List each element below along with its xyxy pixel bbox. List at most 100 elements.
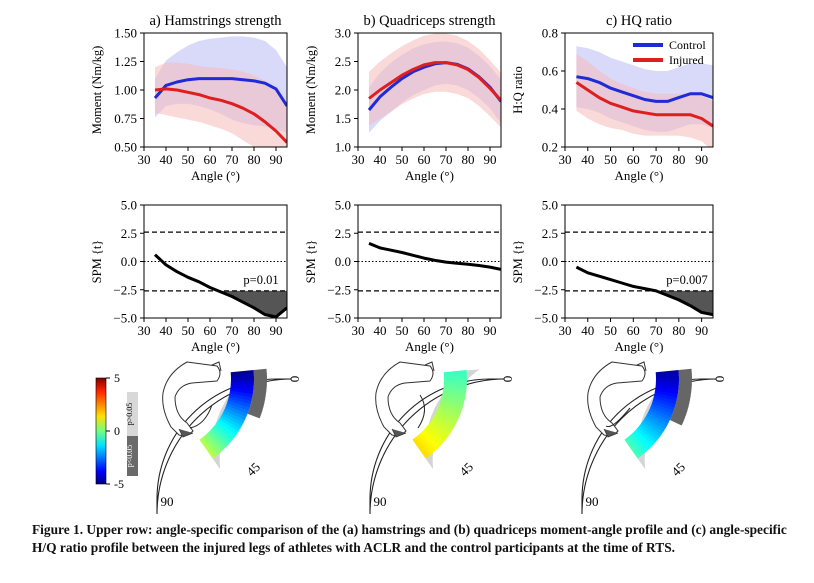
- heat-segment: [634, 429, 654, 448]
- dial-tick-45: 45: [456, 459, 476, 479]
- y-tick-label: 2.0: [335, 83, 351, 98]
- heat-segment: [230, 376, 254, 381]
- x-tick-label: 50: [604, 323, 617, 338]
- heat-segment: [647, 409, 671, 423]
- heat-segment: [414, 436, 432, 457]
- plot-frame: [564, 204, 714, 319]
- moment-panel-1: 30 40 50 60 70 80 90 0.50 0.75 1.00 1.25 1.50 Angle …: [90, 13, 288, 183]
- plot-area: [358, 231, 501, 292]
- series-line-control: [576, 75, 713, 103]
- spm-t-line: [575, 265, 713, 317]
- heat-segment: [652, 400, 675, 411]
- legend-label-control: Control: [669, 38, 706, 52]
- heat-segment: [201, 436, 219, 457]
- heat-segment: [211, 427, 231, 446]
- heat-segment: [641, 421, 662, 438]
- spm-t-line: [153, 253, 287, 318]
- heat-segment: [443, 370, 467, 376]
- x-tick-label: 80: [672, 323, 685, 338]
- heat-segment: [649, 407, 672, 420]
- heat-segment: [212, 425, 233, 443]
- plot-frame: [143, 32, 288, 148]
- y-axis-label: Moment (Nm/kg): [90, 46, 104, 135]
- y-tick-label: −5.0: [327, 311, 351, 326]
- x-axis-label: Angle (°): [615, 339, 664, 354]
- dial-tick-45: 45: [243, 459, 263, 479]
- heat-segment: [434, 412, 457, 426]
- y-tick-label: 2.5: [335, 226, 351, 241]
- sd-band-injured: [155, 62, 287, 147]
- x-tick-label: 30: [138, 323, 151, 338]
- heat-segment: [226, 402, 249, 414]
- ankle-pad: [391, 428, 407, 438]
- x-tick-label: 50: [604, 152, 617, 167]
- dial-tick-0: 0: [500, 376, 515, 383]
- x-axis-label: Angle (°): [405, 168, 454, 183]
- heat-segment: [425, 425, 446, 443]
- plot-frame: [564, 32, 714, 148]
- heat-segment: [655, 376, 679, 381]
- panel-title: b) Quadriceps strength: [363, 13, 496, 29]
- heat-segment: [443, 379, 467, 385]
- heat-segment: [628, 434, 646, 455]
- significant-segment: [253, 376, 267, 381]
- x-tick-label: 80: [248, 323, 261, 338]
- heat-segment: [220, 414, 243, 429]
- y-tick-label: 5.0: [335, 198, 351, 213]
- y-tick-label: 0.8: [542, 26, 558, 41]
- heat-segment: [203, 434, 221, 455]
- x-axis-label: Angle (°): [191, 339, 240, 354]
- y-tick-label: 1.00: [114, 83, 137, 98]
- heat-segment: [227, 397, 251, 408]
- heat-segment: [440, 397, 464, 408]
- rotation-arrow: [189, 404, 213, 429]
- plot-frame: [143, 204, 288, 319]
- x-tick-label: 90: [270, 152, 283, 167]
- significant-segment: [674, 403, 689, 412]
- heat-segment: [214, 423, 235, 440]
- significant-segment: [671, 413, 685, 422]
- x-tick-label: 60: [204, 152, 217, 167]
- heat-segment: [422, 429, 442, 448]
- heat-segment: [205, 432, 224, 453]
- x-tick-label: 60: [627, 152, 640, 167]
- x-tick-label: 60: [204, 323, 217, 338]
- x-tick-label: 70: [650, 152, 663, 167]
- x-tick-label: 30: [352, 152, 365, 167]
- panel-title: a) Hamstrings strength: [149, 13, 282, 29]
- y-tick-label: 2.5: [542, 226, 558, 241]
- x-tick-label: 40: [581, 323, 594, 338]
- spm-panel-3: 30 40 50 60 70 80 90 −5.0 −2.5 0.0 2.5 5.0 Angle (°)…: [511, 198, 714, 354]
- heat-segment: [642, 419, 664, 435]
- significant-segment: [669, 416, 684, 426]
- rotation-arrow: [605, 407, 631, 428]
- x-tick-label: 80: [462, 323, 475, 338]
- heat-segment: [430, 419, 452, 435]
- heat-segment: [424, 427, 444, 446]
- protractor-ring: [369, 378, 506, 515]
- plot-area: [565, 231, 713, 317]
- y-tick-label: 0.75: [114, 111, 137, 126]
- series-line-control: [153, 77, 287, 107]
- protractor-ring: [156, 378, 293, 515]
- y-tick-label: 0.6: [542, 64, 559, 79]
- y-tick-label: −2.5: [113, 282, 137, 297]
- heat-segment: [229, 390, 253, 398]
- series-line-injured: [368, 61, 501, 102]
- x-tick-label: 70: [226, 152, 239, 167]
- significant-segment: [678, 376, 692, 381]
- y-tick-label: 0.4: [542, 102, 559, 117]
- significant-segment: [247, 410, 262, 419]
- plot-area: [144, 231, 287, 318]
- y-axis-label: H:Q ratio: [511, 66, 525, 114]
- x-tick-label: 50: [396, 152, 409, 167]
- heat-segment: [653, 395, 677, 405]
- dial-tick-90: 90: [374, 494, 387, 509]
- heat-segment: [418, 432, 437, 453]
- sd-band-injured: [369, 33, 501, 128]
- heat-segment: [412, 437, 429, 459]
- y-tick-label: 3.0: [335, 26, 351, 41]
- plot-frame: [357, 204, 502, 319]
- significant-segment: [251, 397, 266, 404]
- y-tick-label: −5.0: [113, 311, 137, 326]
